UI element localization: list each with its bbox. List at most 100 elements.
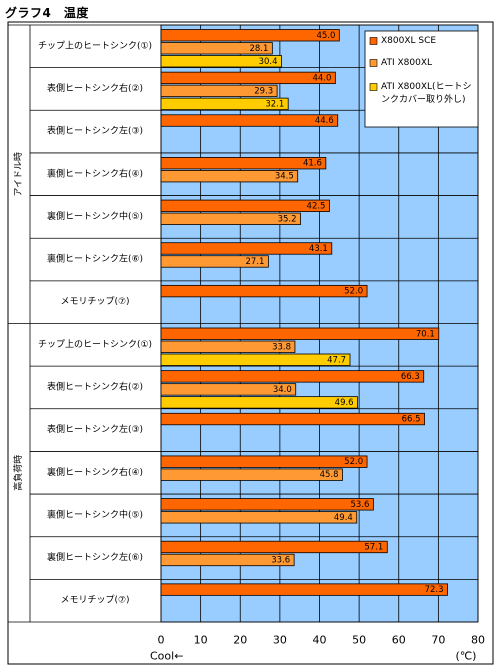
bar bbox=[160, 540, 388, 554]
category-label: メモリチップ(⑦) bbox=[60, 595, 129, 606]
legend-label: ATI X800XL bbox=[381, 58, 432, 68]
data-label-bg bbox=[341, 456, 367, 467]
data-label-bg bbox=[309, 73, 335, 83]
bar bbox=[160, 157, 327, 170]
bar bbox=[160, 370, 425, 383]
bar bbox=[160, 455, 368, 468]
data-label: 28.1 bbox=[249, 44, 268, 54]
bar bbox=[160, 170, 299, 183]
data-label-bg bbox=[268, 555, 294, 565]
data-label-bg bbox=[324, 355, 350, 365]
bar bbox=[160, 97, 289, 111]
data-label-bg bbox=[242, 256, 268, 267]
category-label: チップ上のヒートシンク(①) bbox=[38, 40, 152, 51]
category-label: 裏側ヒートシンク中(⑤) bbox=[47, 508, 143, 520]
category-label: 裏側ヒートシンク左(⑥) bbox=[47, 551, 143, 563]
data-label-bg bbox=[412, 329, 438, 339]
data-label-bg bbox=[421, 584, 447, 595]
x-tick-label: 70 bbox=[431, 634, 445, 647]
plot-border bbox=[160, 24, 479, 623]
data-label-bg bbox=[255, 56, 281, 66]
bar bbox=[160, 29, 340, 42]
bar bbox=[160, 511, 358, 524]
data-label-bg bbox=[361, 542, 387, 552]
data-label-bg bbox=[262, 99, 288, 109]
category-label: 裏側ヒートシンク左(⑥) bbox=[47, 253, 143, 265]
bar bbox=[160, 468, 343, 481]
bar bbox=[160, 583, 448, 596]
legend-label: X800XL SCE bbox=[381, 36, 436, 46]
category-label: 表側ヒートシンク左(③) bbox=[47, 125, 143, 137]
bar bbox=[160, 340, 296, 353]
bar bbox=[160, 396, 358, 409]
data-label-bg bbox=[330, 512, 356, 523]
data-label: 33.6 bbox=[271, 555, 290, 565]
data-label: 33.8 bbox=[272, 342, 291, 352]
data-label: 57.1 bbox=[364, 542, 383, 552]
data-label-bg bbox=[274, 214, 300, 224]
data-label: 47.7 bbox=[327, 355, 346, 365]
bar bbox=[160, 114, 339, 127]
legend-swatch bbox=[369, 83, 378, 91]
data-label-bg bbox=[341, 286, 367, 296]
data-label: 70.1 bbox=[416, 329, 435, 339]
bar bbox=[160, 353, 351, 366]
data-label-bg bbox=[269, 384, 295, 395]
data-label-bg bbox=[246, 43, 272, 53]
data-label: 66.5 bbox=[402, 415, 421, 425]
bar bbox=[160, 242, 333, 255]
legend-swatch bbox=[369, 37, 378, 45]
category-label: 表側ヒートシンク右(②) bbox=[47, 82, 143, 94]
x-tick-label: 80 bbox=[471, 634, 485, 647]
data-label: 30.4 bbox=[259, 57, 278, 67]
x-tick-label: 20 bbox=[233, 634, 247, 647]
data-label-bg bbox=[331, 397, 357, 408]
data-label: 66.3 bbox=[401, 372, 420, 382]
data-label-bg bbox=[271, 171, 297, 181]
data-label-bg bbox=[316, 469, 342, 480]
bar bbox=[160, 212, 301, 225]
x-tick-label: 0 bbox=[158, 634, 165, 647]
x-tick-label: 50 bbox=[352, 634, 366, 647]
data-label: 45.0 bbox=[316, 31, 335, 41]
data-label: 41.6 bbox=[303, 159, 322, 169]
category-label: 裏側ヒートシンク右(④) bbox=[47, 466, 143, 478]
bar bbox=[160, 71, 336, 85]
legend-swatch bbox=[369, 59, 378, 67]
bar bbox=[160, 55, 282, 68]
legend-box bbox=[364, 30, 479, 128]
category-label: 裏側ヒートシンク中(⑤) bbox=[47, 210, 143, 222]
data-label: 52.0 bbox=[344, 287, 363, 297]
data-label-bg bbox=[311, 115, 337, 126]
bar bbox=[160, 498, 374, 511]
bar bbox=[160, 84, 278, 98]
bar bbox=[160, 284, 368, 298]
x-tick-label: 60 bbox=[392, 634, 406, 647]
x-tick-label: 40 bbox=[313, 634, 327, 647]
group-label: 高負荷時 bbox=[12, 455, 24, 491]
category-label: メモリチップ(⑦) bbox=[60, 296, 129, 307]
data-label: 45.8 bbox=[320, 470, 339, 480]
bar bbox=[160, 412, 425, 426]
data-label: 44.6 bbox=[315, 116, 334, 126]
data-label: 42.5 bbox=[307, 201, 326, 211]
data-label: 52.0 bbox=[344, 457, 363, 467]
category-label: 表側ヒートシンク左(③) bbox=[47, 423, 143, 435]
data-label-bg bbox=[313, 30, 339, 40]
legend-label: ATI X800XL(ヒートシンクカバー取り外し) bbox=[381, 81, 472, 105]
bar bbox=[160, 42, 273, 55]
data-label: 49.4 bbox=[334, 513, 353, 523]
bar bbox=[160, 199, 330, 212]
x-tick-label: 10 bbox=[194, 634, 208, 647]
unit-label: (℃) bbox=[456, 650, 477, 663]
data-label-bg bbox=[347, 499, 373, 510]
group-label: アイドル時 bbox=[13, 152, 24, 197]
data-label: 34.0 bbox=[273, 385, 292, 395]
data-label-bg bbox=[397, 371, 423, 382]
x-tick-label: 30 bbox=[273, 634, 287, 647]
category-label: チップ上のヒートシンク(①) bbox=[38, 339, 152, 350]
category-label: 表側ヒートシンク右(②) bbox=[47, 380, 143, 392]
bar bbox=[160, 255, 269, 268]
data-label: 35.2 bbox=[278, 214, 297, 224]
